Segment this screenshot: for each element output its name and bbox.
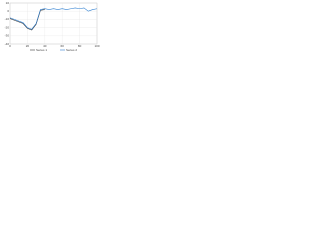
legend-label: Series 2 (66, 48, 77, 52)
x-tick-label: 100 (94, 44, 99, 48)
y-tick-label: 10 (6, 1, 10, 5)
x-tick-label: 0 (9, 44, 11, 48)
x-tick-label: 60 (61, 44, 65, 48)
x-tick-label: 40 (43, 44, 47, 48)
y-tick-label: -20 (5, 25, 10, 29)
y-tick-label: 0 (7, 9, 9, 13)
page: {"chart_data": {"type": "line", "x": [0,… (0, 0, 100, 54)
y-tick-label: -40 (5, 42, 10, 46)
y-tick-label: -30 (5, 34, 10, 38)
series-line (9, 7, 98, 30)
x-tick-label: 20 (26, 44, 30, 48)
x-tick-label: 80 (78, 44, 82, 48)
y-tick-label: -10 (5, 17, 10, 21)
legend-label: Series 1 (36, 48, 47, 52)
